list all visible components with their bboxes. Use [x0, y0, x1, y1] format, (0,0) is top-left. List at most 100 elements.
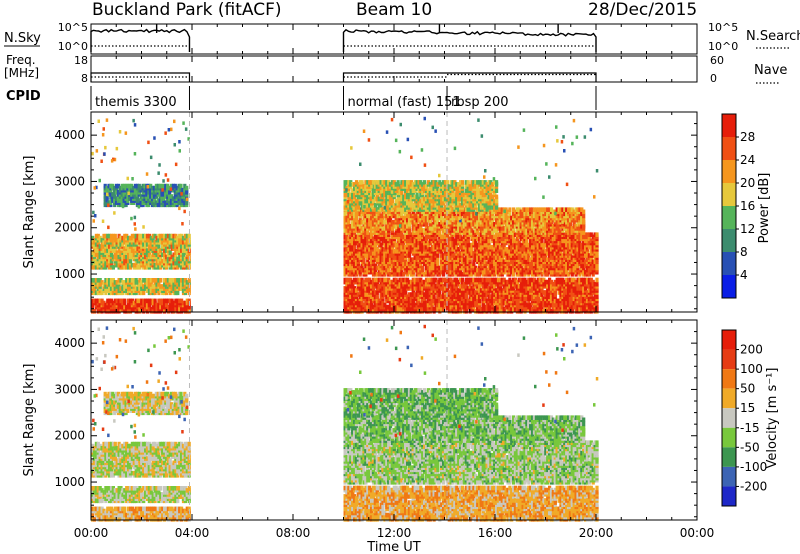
power-echo-cell: [570, 306, 574, 312]
power-echo-cell: [345, 281, 349, 287]
cpid-label: CPID: [6, 89, 41, 104]
power-echo-cell: [495, 288, 499, 293]
power-echo-cell: [379, 272, 383, 277]
power-echo-cell: [104, 288, 108, 293]
power-echo-cell: [119, 304, 123, 310]
power-echo-cell: [495, 296, 499, 302]
power-echo-cell: [145, 298, 150, 304]
power-echo-cell: [381, 277, 385, 283]
power-echo-cell: [108, 282, 112, 287]
power-echo-cell: [180, 237, 184, 243]
power-echo-cell: [481, 284, 485, 289]
power-echo-cell: [459, 284, 463, 289]
power-echo-cell: [567, 277, 571, 283]
power-echo-cell: [542, 302, 546, 308]
power-echo-cell: [98, 282, 102, 287]
power-echo-cell: [487, 304, 491, 310]
power-echo-cell: [94, 278, 98, 283]
power-echo-cell: [162, 183, 166, 189]
power-echo-cell: [502, 298, 506, 304]
power-echo-cell: [379, 236, 383, 242]
power-echo-cell: [174, 254, 178, 260]
power-echo-cell: [178, 256, 182, 262]
power-echo-cell: [123, 286, 127, 291]
power-echo-cell: [426, 277, 430, 283]
power-echo-cell: [434, 284, 438, 289]
power-echo-cell: [379, 294, 383, 299]
power-echo-cell: [531, 296, 535, 302]
power-echo-cell: [183, 300, 187, 306]
power-echo-cell: [576, 286, 580, 291]
power-echo-cell: [565, 290, 569, 295]
power-echo-cell: [551, 302, 555, 308]
power-echo-cell: [125, 278, 129, 283]
power-echo-cell: [398, 306, 402, 312]
power-echo-cell: [172, 284, 176, 289]
power-echo-cell: [172, 300, 176, 306]
power-echo-cell: [147, 278, 151, 283]
power-echo-cell: [377, 277, 381, 283]
power-echo-cell: [466, 298, 470, 304]
power-echo-cell: [102, 262, 106, 268]
power-echo-cell: [464, 284, 468, 289]
power-echo-cell: [519, 304, 523, 310]
power-echo-cell: [392, 288, 396, 293]
power-echo-cell: [478, 284, 482, 289]
power-echo-cell: [91, 260, 95, 266]
power-echo-cell: [91, 304, 95, 310]
power-echo-cell: [406, 284, 410, 289]
power-echo-cell: [164, 233, 169, 239]
power-echo-cell: [153, 309, 157, 314]
power-echo-cell: [109, 286, 114, 291]
power-echo-cell: [172, 260, 176, 266]
power-echo-cell: [127, 309, 131, 314]
power-echo-cell: [123, 298, 127, 304]
power-echo-cell: [438, 292, 442, 297]
power-echo-cell: [119, 250, 123, 255]
power-echo-cell: [462, 298, 466, 304]
power-echo-cell: [113, 185, 117, 191]
power-echo-cell: [132, 233, 136, 239]
power-echo-cell: [121, 235, 125, 241]
power-echo-cell: [155, 278, 159, 283]
power-echo-cell: [142, 250, 146, 255]
power-echo-cell: [142, 302, 146, 308]
power-echo-cell: [145, 248, 150, 253]
power-echo-cell: [527, 302, 531, 308]
power-echo-cell: [362, 267, 366, 273]
power-echo-cell: [383, 247, 387, 252]
power-echo-cell: [580, 290, 584, 295]
power-echo-cell: [162, 196, 166, 201]
power-echo-cell: [163, 304, 167, 310]
power-echo-cell: [354, 300, 359, 306]
power-echo-cell: [496, 277, 501, 283]
power-echo-cell: [428, 277, 432, 283]
power-echo-cell: [525, 302, 529, 308]
power-echo-cell: [91, 298, 95, 304]
power-echo-cell: [127, 252, 131, 258]
power-echo-cell: [152, 185, 157, 191]
power-echo-cell: [107, 200, 111, 205]
power-echo-cell: [375, 247, 379, 252]
power-echo-cell: [489, 281, 493, 287]
power-echo-cell: [375, 294, 379, 299]
power-echo-cell: [589, 277, 593, 283]
power-echo-cell: [351, 232, 355, 237]
power-echo-cell: [171, 196, 175, 201]
power-echo-cell: [388, 272, 393, 277]
power-echo-cell: [557, 290, 561, 295]
power-echo-cell: [424, 277, 429, 283]
power-echo-cell: [161, 240, 165, 245]
power-echo-cell: [130, 248, 134, 253]
power-echo-cell: [121, 298, 125, 304]
power-echo-cell: [102, 233, 106, 239]
power-echo-cell: [504, 294, 508, 299]
power-echo-cell: [96, 248, 100, 253]
power-echo-cell: [440, 277, 444, 283]
power-echo-cell: [130, 262, 134, 268]
power-echo-cell: [151, 237, 155, 243]
power-echo-cell: [559, 277, 563, 283]
power-echo-cell: [478, 294, 482, 299]
power-echo-cell: [398, 294, 402, 299]
power-echo-cell: [360, 267, 364, 273]
